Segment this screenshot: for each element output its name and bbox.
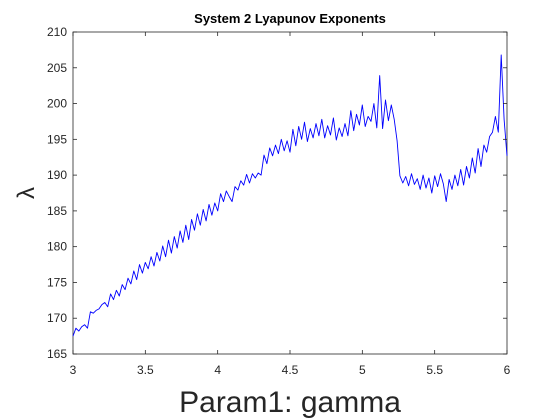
x-axis-label: Param1: gamma [179,386,401,419]
x-tick-label: 6 [504,363,511,377]
y-tick-label: 170 [47,311,67,325]
y-tick-label: 180 [47,240,67,254]
chart-title: System 2 Lyapunov Exponents [194,11,386,26]
axes-box [72,31,508,355]
x-axis-ticks: 3 3.5 4 4.5 5 5.5 6 [70,32,511,377]
y-tick-label: 185 [47,204,67,218]
y-tick-label: 195 [47,132,67,146]
y-tick-label: 205 [47,61,67,75]
x-tick-label: 3 [70,363,77,377]
x-tick-label: 3.5 [137,363,154,377]
x-tick-label: 5.5 [426,363,443,377]
y-tick-label: 210 [47,25,67,39]
x-tick-label: 4.5 [282,363,299,377]
y-tick-label: 190 [47,168,67,182]
series-line [72,54,508,337]
x-tick-label: 5 [359,363,366,377]
y-tick-label: 200 [47,97,67,111]
y-tick-label: 165 [47,347,67,361]
plot-area: 3 3.5 4 4.5 5 5.5 6 165 170 175 180 185 190 195 200 20… [47,25,511,377]
x-tick-label: 4 [214,363,221,377]
y-axis-ticks: 165 170 175 180 185 190 195 200 205 210 [47,25,507,361]
y-tick-label: 175 [47,275,67,289]
y-axis-label: λ [13,187,40,199]
